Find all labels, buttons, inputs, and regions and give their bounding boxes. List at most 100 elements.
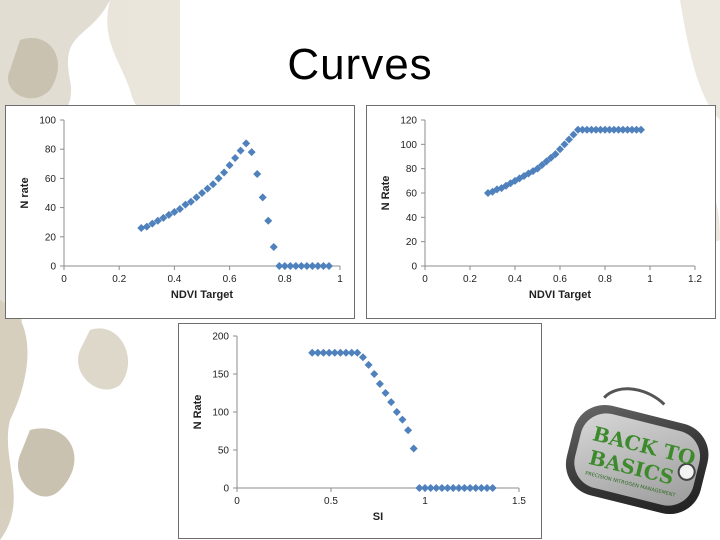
data-point [506, 179, 515, 188]
data-point [619, 125, 627, 134]
data-point [275, 262, 284, 270]
data-point [370, 370, 379, 378]
data-point [242, 139, 251, 148]
data-point [466, 484, 475, 492]
data-point [336, 348, 345, 357]
x-axis-label: NDVI Target [171, 289, 233, 301]
data-point [578, 125, 587, 134]
data-point [258, 193, 267, 202]
data-point [415, 484, 424, 492]
data-point [488, 484, 497, 492]
data-point [269, 243, 278, 252]
data-point [313, 262, 322, 270]
data-point [454, 484, 463, 492]
data-point [515, 174, 524, 183]
data-point [236, 146, 245, 155]
data-point [364, 360, 373, 369]
data-point [159, 213, 168, 222]
data-point [605, 125, 614, 134]
x-tick-label: 0.2 [463, 274, 477, 285]
data-point [437, 484, 446, 492]
chart-panel-3: 0 0.5 1 1.5 0 50 100 150 200 SI N Rate [178, 323, 542, 539]
data-point [319, 262, 328, 270]
data-point [404, 426, 413, 435]
y-tick-label: 50 [218, 446, 230, 457]
data-point [148, 219, 157, 228]
data-point [460, 484, 469, 492]
y-tick-label: 100 [39, 116, 56, 127]
x-tick-label: 0 [234, 496, 240, 507]
data-point [264, 216, 273, 225]
data-point [483, 484, 492, 492]
x-tick-label: 1.5 [512, 496, 526, 507]
data-point [533, 164, 542, 173]
chart-panel-1: 0 0.2 0.4 0.6 0.8 1 0 20 40 60 80 100 NDVI Target N r… [5, 105, 355, 319]
x-tick-label: 0.4 [167, 274, 181, 285]
data-point [291, 262, 300, 270]
y-axis-label: N rate [19, 177, 31, 208]
back-to-basics-logo: BACK TO BASICS PRECISION NITROGEN MANAGE… [565, 387, 709, 515]
x-axis-label: SI [373, 511, 383, 523]
data-point [449, 484, 458, 492]
x-tick-label: 0.4 [508, 274, 522, 285]
data-point [623, 125, 632, 134]
x-tick-label: 0.8 [278, 274, 292, 285]
data-point [313, 348, 322, 357]
data-point [142, 222, 151, 231]
data-point [587, 125, 596, 134]
data-point [347, 348, 356, 357]
x-tick-label: 0.2 [112, 274, 126, 285]
data-point [524, 169, 533, 178]
data-point [538, 161, 546, 170]
y-axis-label: N Rate [192, 395, 204, 430]
y-tick-label: 0 [50, 262, 56, 273]
data-point [286, 262, 295, 270]
data-point [610, 125, 618, 134]
data-point [632, 125, 641, 134]
y-axis-label: N Rate [380, 176, 392, 211]
data-point [583, 125, 591, 134]
y-tick-label: 60 [45, 174, 57, 185]
data-point [247, 148, 256, 157]
y-tick-label: 200 [212, 332, 229, 343]
x-tick-label: 0 [61, 274, 67, 285]
data-point [432, 484, 441, 492]
data-point [488, 187, 497, 196]
chart-si-nrate: 0 0.5 1 1.5 0 50 100 150 200 SI N Rate [192, 332, 526, 524]
data-point [198, 189, 206, 197]
data-point [392, 408, 401, 416]
x-axis-label: NDVI Target [529, 289, 591, 301]
data-point [542, 157, 551, 166]
x-tick-label: 0.5 [324, 496, 338, 507]
y-tick-label: 120 [400, 116, 417, 127]
data-point [342, 348, 351, 357]
data-point [170, 207, 179, 216]
y-tick-label: 0 [411, 262, 417, 273]
y-tick-label: 150 [212, 370, 229, 381]
data-point [592, 125, 600, 134]
data-point [203, 184, 212, 193]
chart-ndvi-nrate-1: 0 0.2 0.4 0.6 0.8 1 0 20 40 60 80 100 NDVI Target N r… [19, 116, 343, 302]
data-point [381, 389, 390, 397]
data-point [398, 415, 407, 424]
data-point [426, 484, 435, 492]
data-point [209, 180, 218, 189]
x-tick-label: 0 [422, 274, 428, 285]
data-point [471, 484, 480, 492]
data-point [601, 125, 609, 134]
data-point [375, 379, 384, 388]
chart-ndvi-nrate-2: 0 0.2 0.4 0.6 0.8 1 1.2 0 20 40 60 80 100 120 NDVI Tar… [380, 116, 702, 302]
data-point [637, 125, 645, 134]
data-point [214, 174, 223, 183]
data-point [443, 484, 452, 492]
data-point [551, 150, 560, 159]
x-tick-label: 0.6 [223, 274, 237, 285]
y-tick-label: 80 [45, 145, 57, 156]
data-point [181, 200, 190, 209]
data-point [225, 161, 234, 170]
data-point [569, 130, 578, 139]
y-tick-label: 20 [45, 232, 57, 243]
data-point [325, 348, 334, 357]
data-point [280, 262, 289, 270]
data-point [477, 484, 486, 492]
